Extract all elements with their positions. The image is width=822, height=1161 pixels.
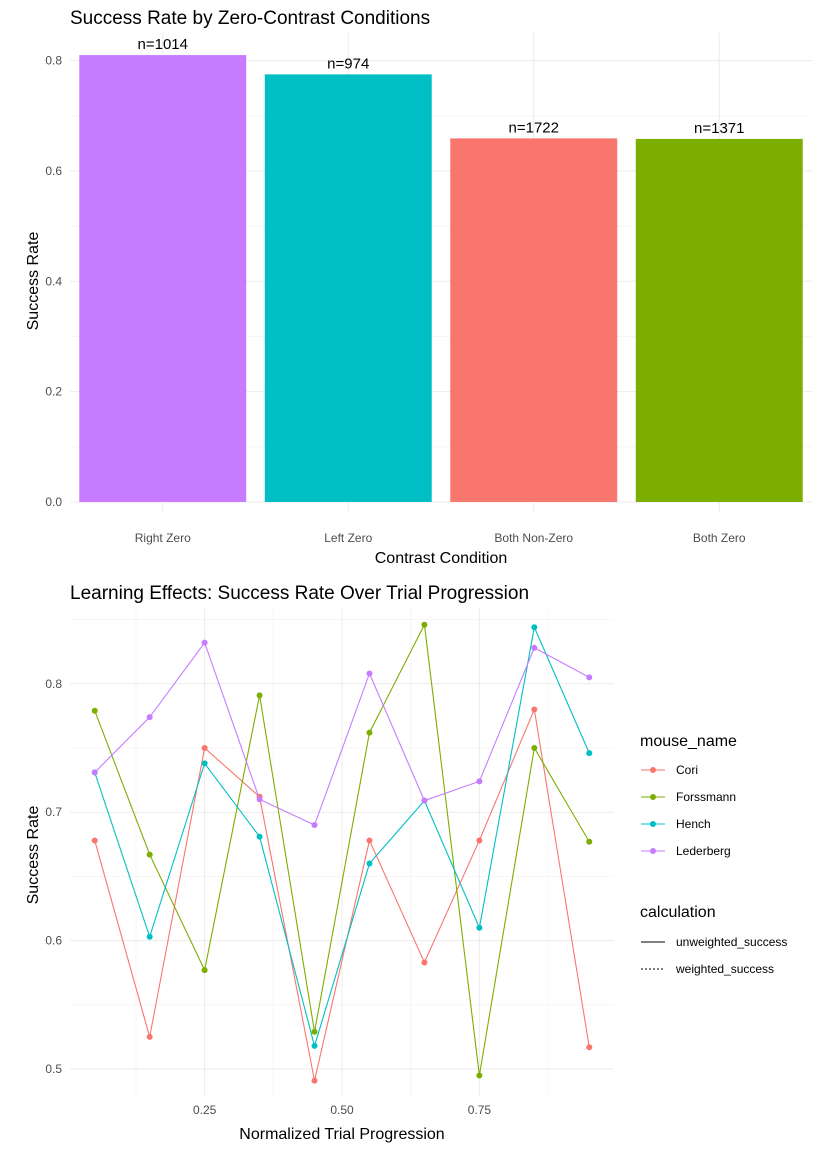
data-point-forssmann <box>531 744 538 751</box>
series-line-hench <box>94 625 590 1048</box>
bar-chart-y-ticks: 0.0 0.2 0.4 0.6 0.8 <box>45 54 62 509</box>
data-point-forssmann <box>201 967 208 974</box>
data-point-forssmann <box>91 707 98 714</box>
bar-chart-bars: n=1014 n=974 n=1722 n=1371 <box>79 36 803 502</box>
bar-left-zero <box>264 74 432 502</box>
data-point-lederberg <box>586 674 593 681</box>
line-y-tick-label: 0.8 <box>45 677 62 691</box>
bar-data-label-right-zero: n=1014 <box>138 36 188 53</box>
bar-data-label-both-non-zero: n=1722 <box>509 119 559 136</box>
line-chart-title: Learning Effects: Success Rate Over Tria… <box>70 583 529 604</box>
data-point-lederberg <box>366 670 373 677</box>
legend-label-forssmann: Forssmann <box>676 790 736 804</box>
legend-key-point-lederberg <box>650 848 656 854</box>
line-chart-y-ticks: 0.5 0.6 0.7 0.8 <box>45 677 62 1076</box>
data-point-forssmann <box>476 1072 483 1079</box>
bar-chart-y-axis-title: Success Rate <box>25 232 42 331</box>
bar-y-tick-label: 0.4 <box>45 274 62 288</box>
data-point-cori <box>146 1033 153 1040</box>
line-chart-grid <box>70 608 614 1096</box>
data-point-lederberg <box>91 769 98 776</box>
line-chart-y-axis-title: Success Rate <box>25 806 42 905</box>
data-point-hench <box>201 760 208 767</box>
series-lederberg <box>91 639 593 829</box>
data-point-hench <box>531 624 538 631</box>
legend-key-point-cori <box>650 767 656 773</box>
data-point-cori <box>531 706 538 713</box>
data-point-cori <box>421 959 428 966</box>
data-point-forssmann <box>366 729 373 736</box>
bar-x-tick-label: Both Non-Zero <box>494 531 573 545</box>
data-point-hench <box>366 860 373 867</box>
legend-label-hench: Hench <box>676 817 711 831</box>
data-point-cori <box>366 837 373 844</box>
data-point-cori <box>311 1077 318 1084</box>
line-chart-legend: mouse_name Cori Forssmann Hench Lederberg cal… <box>640 733 787 976</box>
data-point-forssmann <box>146 851 153 858</box>
data-point-forssmann <box>311 1028 318 1035</box>
data-point-lederberg <box>531 644 538 651</box>
bar-y-tick-label: 0.6 <box>45 164 62 178</box>
line-chart-x-axis-title: Normalized Trial Progression <box>239 1126 444 1143</box>
bar-data-label-left-zero: n=974 <box>327 55 369 72</box>
legend-key-point-forssmann <box>650 794 656 800</box>
bar-y-tick-label: 0.0 <box>45 495 62 509</box>
bar-x-tick-label: Left Zero <box>324 531 372 545</box>
bar-both-non-zero <box>450 138 618 502</box>
data-point-hench <box>146 933 153 940</box>
bar-right-zero <box>79 55 247 502</box>
bar-chart-x-ticks: Right Zero Left Zero Both Non-Zero Both Zer… <box>135 531 746 545</box>
legend-label-unweighted-success: unweighted_success <box>676 935 787 949</box>
data-point-lederberg <box>421 797 428 804</box>
bar-y-tick-label: 0.2 <box>45 385 62 399</box>
bar-y-tick-label: 0.8 <box>45 54 62 68</box>
series-forssmann <box>91 621 593 1079</box>
line-y-tick-label: 0.7 <box>45 805 62 819</box>
line-chart: Learning Effects: Success Rate Over Tria… <box>25 583 787 1143</box>
legend-label-cori: Cori <box>676 763 698 777</box>
data-point-cori <box>586 1044 593 1051</box>
line-y-tick-label: 0.5 <box>45 1062 62 1076</box>
data-point-lederberg <box>311 822 318 829</box>
data-point-hench <box>476 924 483 931</box>
data-point-hench <box>256 833 263 840</box>
data-point-cori <box>91 837 98 844</box>
bar-chart-title: Success Rate by Zero-Contrast Conditions <box>70 8 430 29</box>
series-line-lederberg <box>94 641 590 826</box>
data-point-forssmann <box>256 692 263 699</box>
line-x-tick-label: 0.50 <box>330 1103 354 1117</box>
data-point-lederberg <box>146 714 153 721</box>
bar-x-tick-label: Right Zero <box>135 531 191 545</box>
legend-key-point-hench <box>650 821 656 827</box>
line-chart-x-ticks: 0.25 0.50 0.75 <box>193 1103 491 1117</box>
data-point-lederberg <box>476 778 483 785</box>
data-point-hench <box>586 750 593 757</box>
bar-data-label-both-zero: n=1371 <box>694 120 744 137</box>
legend-label-lederberg: Lederberg <box>676 844 731 858</box>
data-point-cori <box>201 744 208 751</box>
data-point-forssmann <box>586 838 593 845</box>
bar-x-tick-label: Both Zero <box>693 531 746 545</box>
bar-both-zero <box>635 138 803 502</box>
data-point-lederberg <box>256 796 263 803</box>
data-point-forssmann <box>421 621 428 628</box>
series-line-forssmann <box>94 622 590 1076</box>
legend-title-mouse-name: mouse_name <box>640 733 737 750</box>
line-y-tick-label: 0.6 <box>45 934 62 948</box>
legend-title-calculation: calculation <box>640 904 716 921</box>
data-point-lederberg <box>201 639 208 646</box>
line-x-tick-label: 0.25 <box>193 1103 217 1117</box>
data-point-cori <box>476 837 483 844</box>
line-chart-series <box>91 621 593 1084</box>
bar-chart-x-axis-title: Contrast Condition <box>375 550 508 567</box>
data-point-hench <box>311 1042 318 1049</box>
line-x-tick-label: 0.75 <box>468 1103 492 1117</box>
legend-label-weighted-success: weighted_success <box>675 962 774 976</box>
bar-chart: Success Rate by Zero-Contrast Conditions… <box>25 8 812 567</box>
